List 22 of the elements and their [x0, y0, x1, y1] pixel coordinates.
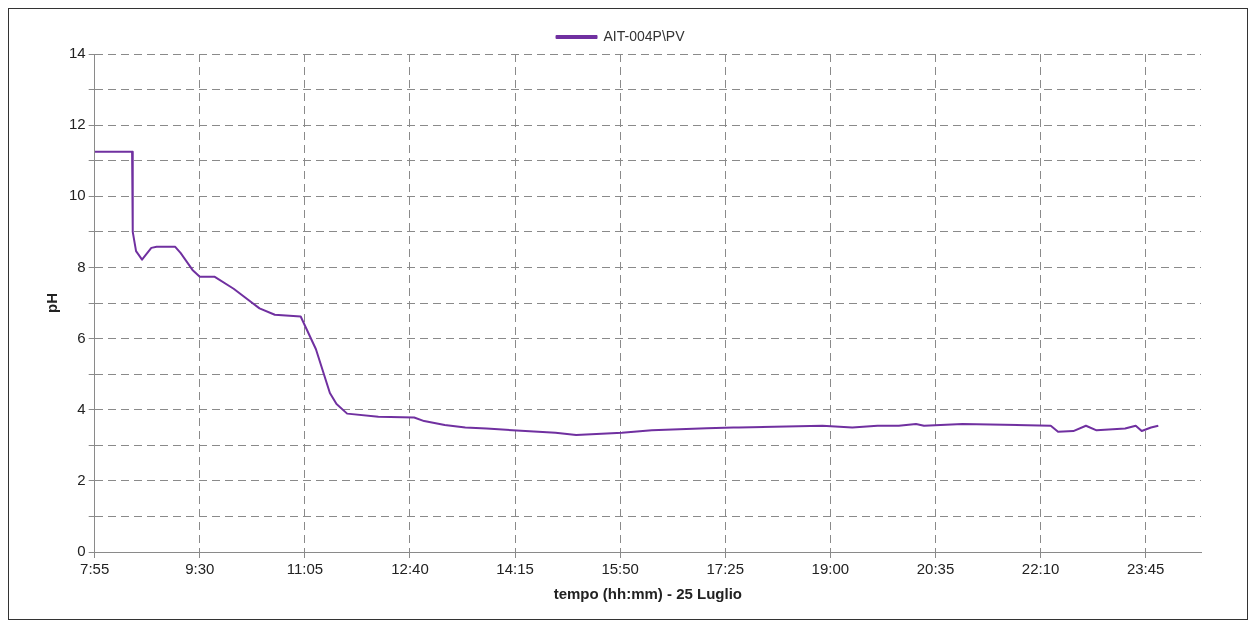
x-tick-label: 17:25 [706, 560, 745, 578]
x-tick-label: 12:40 [391, 560, 429, 578]
y-tick-label: 8 [77, 257, 86, 275]
x-tick-label: 23:45 [1126, 560, 1165, 578]
x-tick-label: 19:00 [811, 560, 850, 578]
y-tick-label: 12 [69, 115, 86, 133]
legend-label: AIT-004P\PV [603, 27, 686, 44]
x-tick-label: 22:10 [1021, 560, 1060, 578]
y-tick-label: 2 [77, 471, 86, 488]
x-tick-label: 14:15 [496, 560, 534, 578]
x-tick-label: 9:30 [185, 560, 215, 578]
x-axis-title: tempo (hh:mm) - 25 Luglio [553, 585, 743, 603]
x-tick-label: 20:35 [916, 560, 955, 578]
y-tick-label: 14 [69, 44, 86, 62]
y-tick-label: 10 [69, 186, 86, 204]
y-axis-title: pH [43, 293, 61, 313]
y-tick-label: 0 [77, 542, 86, 560]
y-tick-label: 4 [77, 399, 86, 417]
y-tick-label: 6 [77, 328, 86, 346]
x-tick-label: 15:50 [601, 560, 639, 578]
x-tick-label: 7:55 [80, 560, 110, 578]
x-tick-label: 11:05 [286, 560, 324, 578]
